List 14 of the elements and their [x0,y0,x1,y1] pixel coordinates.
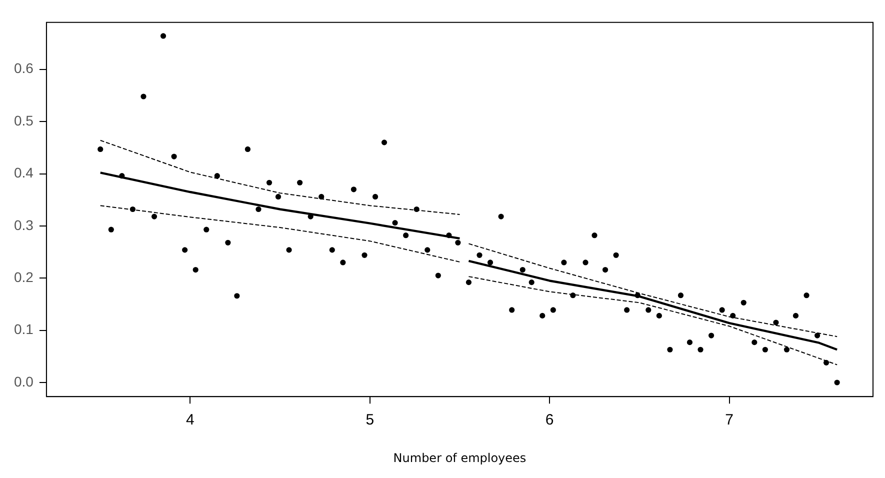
x-tick-label: 7 [725,412,734,429]
y-tick-label: 0.0 [14,373,34,390]
line-series [100,205,460,262]
y-tick-label: 0.6 [14,60,34,76]
x-tick-label: 5 [366,412,374,429]
y-tick-label: 0.4 [14,164,34,181]
x-axis-title: Number of employees [393,450,526,465]
x-tick-label: 4 [186,412,194,429]
x-tick-label: 6 [545,412,554,429]
y-tick-label: 0.1 [14,321,34,338]
y-tick-label: 0.5 [14,112,34,128]
y-tick-label: 0.3 [14,216,34,233]
y-tick-label: 0.2 [14,268,34,285]
line-series [100,140,460,215]
